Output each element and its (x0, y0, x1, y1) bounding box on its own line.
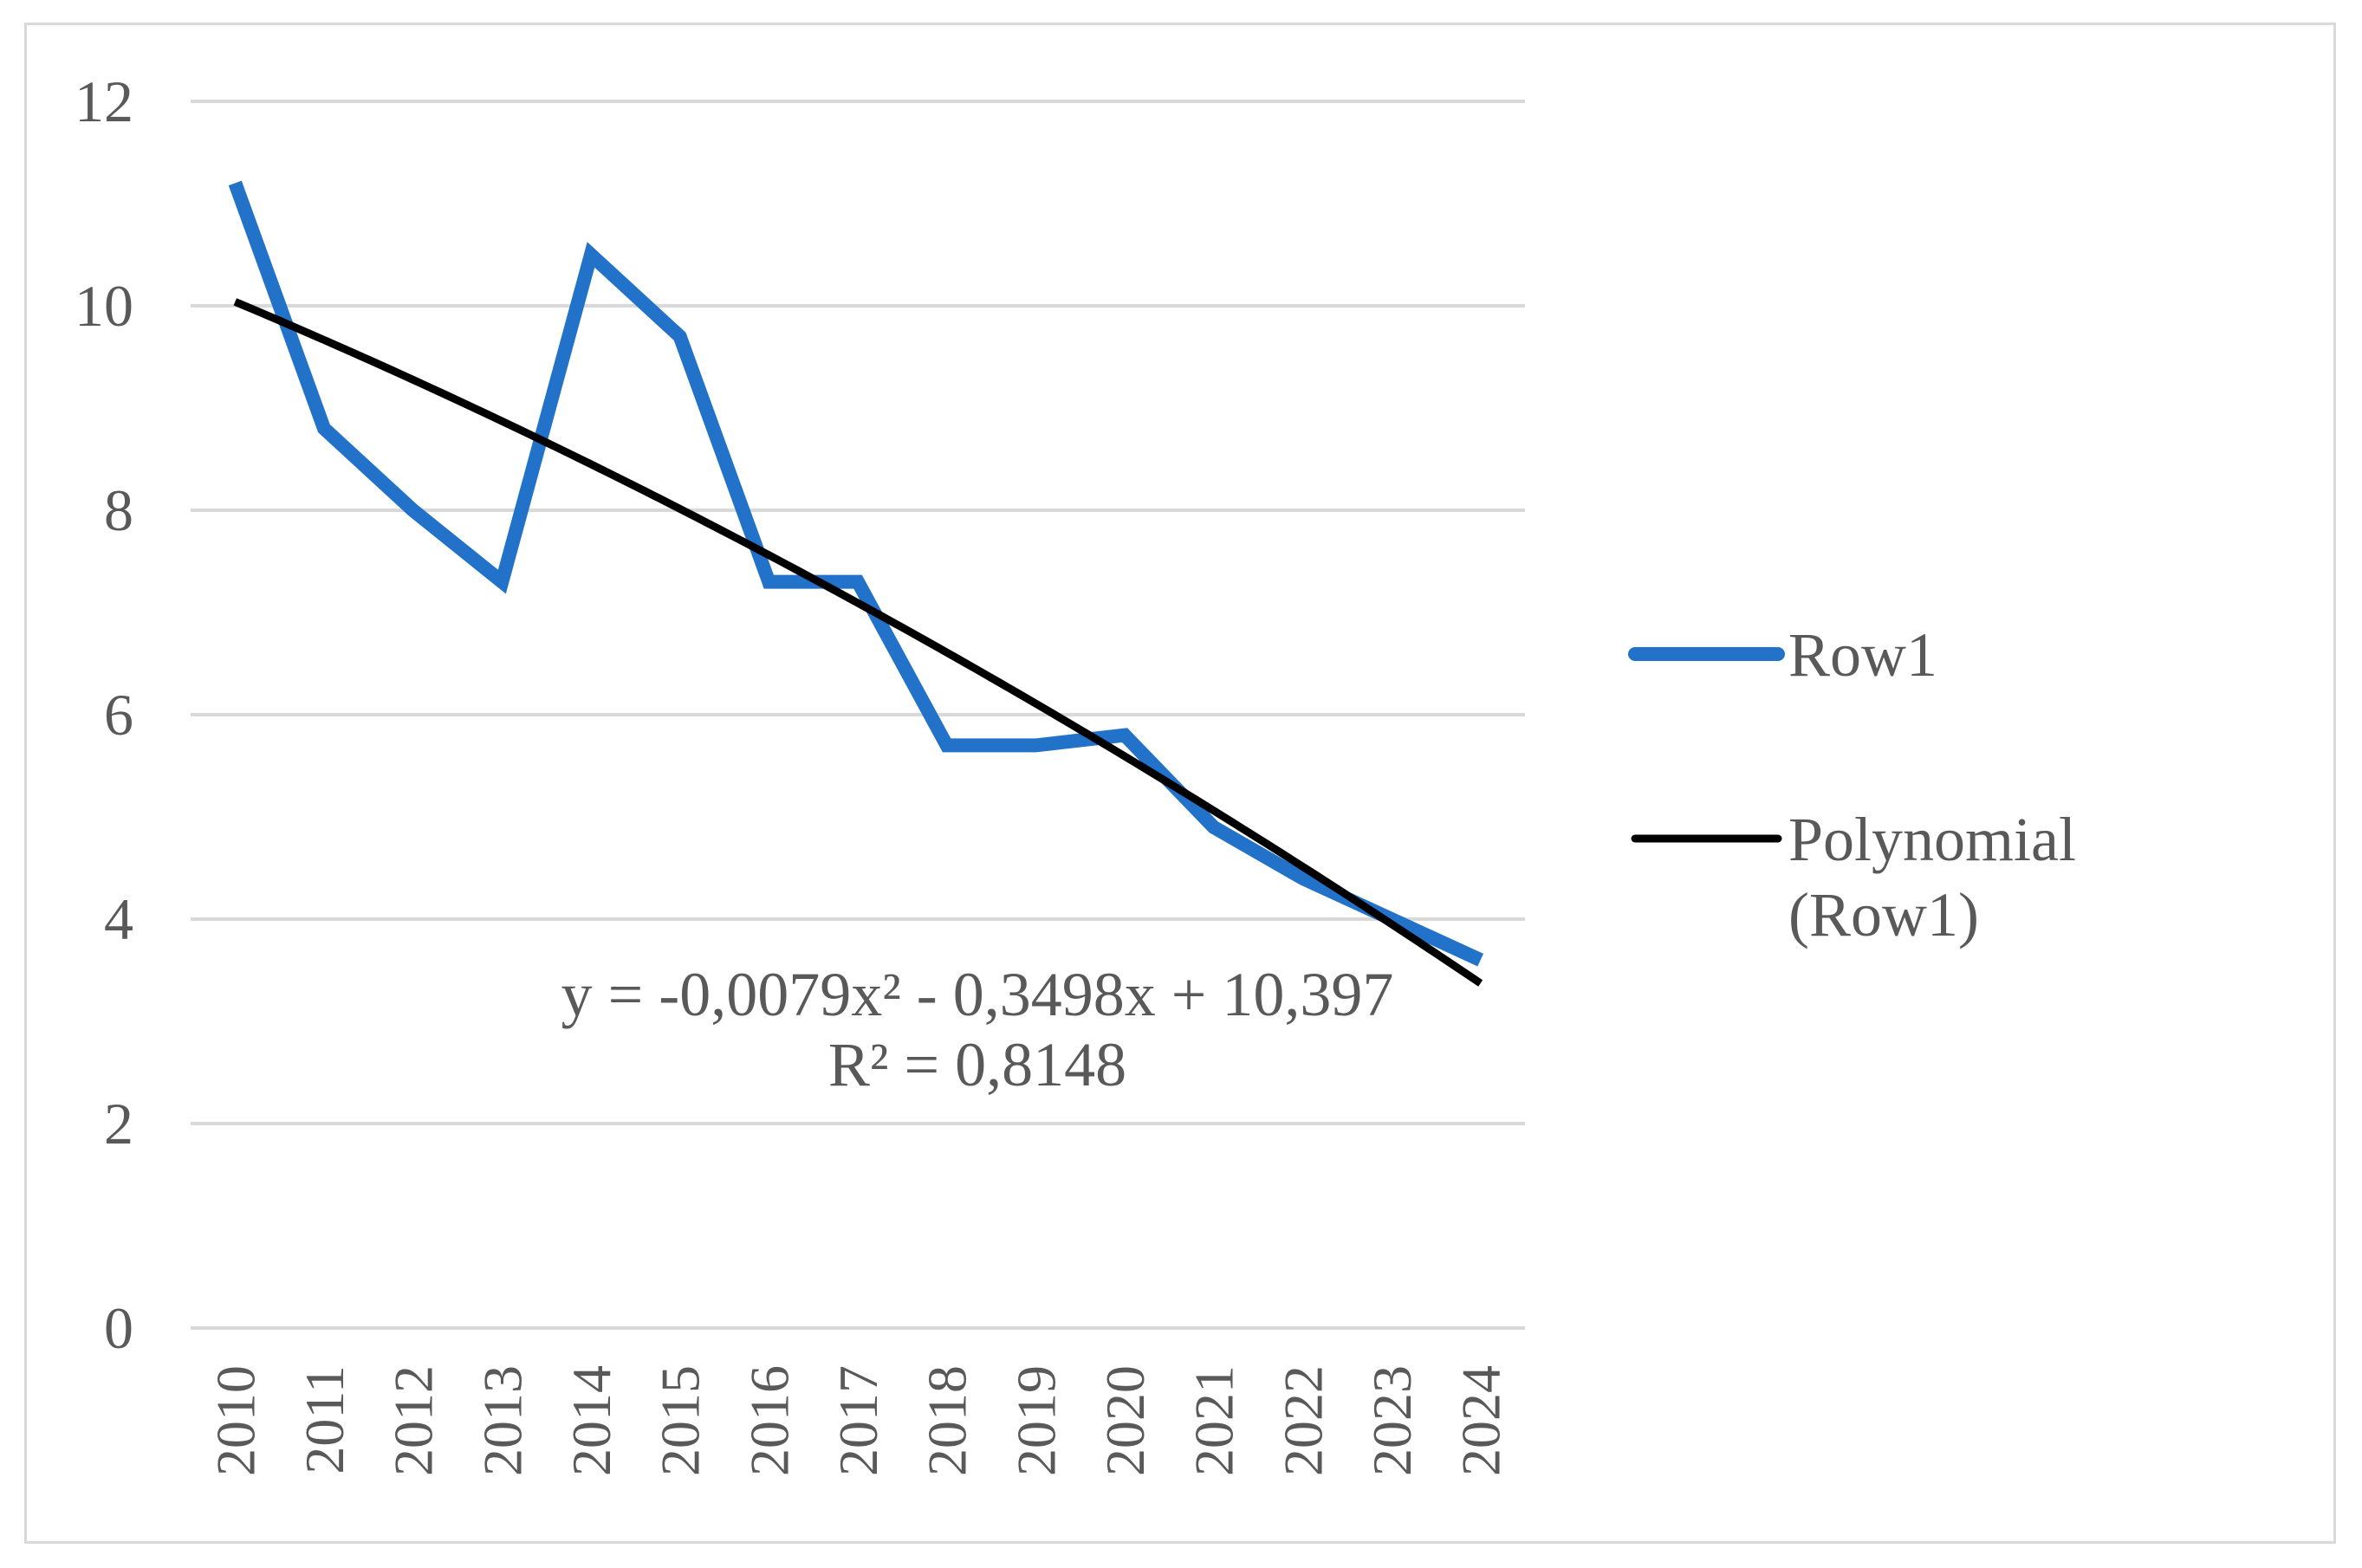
data-point (1213, 826, 1215, 828)
data-point (590, 254, 592, 256)
trendline-equation-text: y = -0,0079x² - 0,3498x + 10,397 (561, 960, 1394, 1029)
y-tick-label: 8 (104, 477, 133, 543)
data-point (234, 182, 236, 184)
x-tick-label: 2011 (294, 1365, 355, 1474)
gridlines (191, 100, 1525, 1330)
series-line-row1 (228, 180, 1484, 967)
y-tick-label: 12 (75, 68, 133, 134)
data-point (323, 428, 325, 430)
legend-label-trendline-line1: Polynomial (1788, 805, 2076, 874)
x-axis-tick-labels: 2010 2011 2012 2013 2014 2015 2016 2017 2018 2019… (204, 1365, 1511, 1476)
x-tick-label: 2012 (383, 1365, 444, 1476)
x-tick-label: 2022 (1272, 1365, 1333, 1476)
x-tick-label: 2021 (1184, 1365, 1245, 1476)
data-point (946, 744, 948, 746)
x-tick-label: 2024 (1450, 1365, 1512, 1476)
data-point (501, 581, 503, 583)
y-tick-label: 4 (104, 886, 133, 952)
legend: Row1 Polynomial (Row1) (1628, 620, 2076, 949)
y-axis-tick-labels: 0 2 4 6 8 10 12 (75, 68, 133, 1361)
data-point (1480, 959, 1482, 961)
data-point (412, 509, 414, 511)
x-tick-label: 2023 (1361, 1365, 1423, 1476)
x-tick-label: 2017 (827, 1365, 889, 1476)
trendline-r-squared-text: R² = 0,8148 (828, 1030, 1126, 1099)
y-tick-label: 6 (104, 682, 133, 748)
y-tick-label: 0 (104, 1295, 133, 1361)
data-point (768, 581, 769, 583)
x-tick-label: 2015 (650, 1365, 711, 1476)
x-tick-label: 2018 (917, 1365, 978, 1476)
trendline-equation: y = -0,0079x² - 0,3498x + 10,397 R² = 0,… (561, 960, 1394, 1099)
legend-label-row1: Row1 (1788, 620, 1937, 690)
trendline-polynomial (233, 298, 1483, 987)
series-layer (228, 180, 1484, 987)
y-tick-label: 10 (75, 273, 133, 339)
data-point (1035, 744, 1036, 746)
data-point (679, 335, 681, 337)
x-tick-label: 2014 (561, 1365, 622, 1476)
x-tick-label: 2016 (738, 1365, 800, 1476)
data-point (857, 581, 859, 583)
legend-label-trendline-line2: (Row1) (1788, 880, 1979, 949)
x-tick-label: 2013 (471, 1365, 533, 1476)
y-tick-label: 2 (104, 1091, 133, 1157)
data-point (1301, 878, 1303, 879)
data-point (1124, 735, 1126, 736)
x-tick-label: 2010 (204, 1365, 266, 1476)
x-tick-label: 2020 (1094, 1365, 1156, 1476)
x-tick-label: 2019 (1005, 1365, 1067, 1476)
